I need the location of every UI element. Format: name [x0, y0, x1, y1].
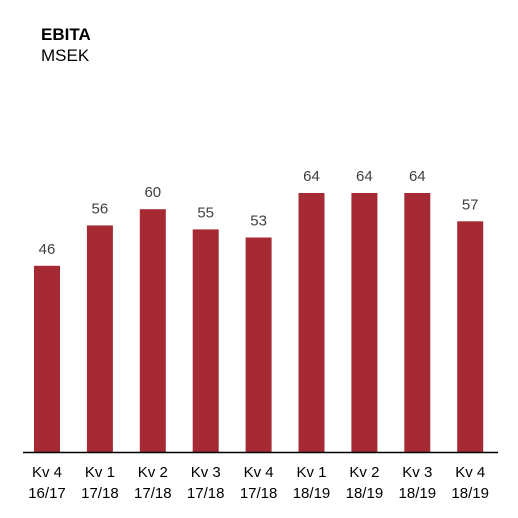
- data-label: 57: [462, 196, 479, 213]
- x-tick-label-quarter: Kv 2: [349, 464, 379, 481]
- x-tick-label-year: 17/18: [134, 485, 172, 502]
- x-tick-label-quarter: Kv 3: [191, 464, 221, 481]
- bar: [139, 209, 166, 452]
- x-tick-label-quarter: Kv 2: [138, 464, 168, 481]
- x-tick-label-quarter: Kv 4: [455, 464, 485, 481]
- x-tick-label-year: 17/18: [240, 485, 278, 502]
- data-label: 55: [197, 204, 214, 221]
- data-label: 64: [409, 168, 426, 185]
- bar: [192, 229, 219, 452]
- x-tick-label-year: 18/19: [346, 485, 384, 502]
- x-tick-label-quarter: Kv 1: [85, 464, 115, 481]
- data-label: 64: [303, 168, 320, 185]
- x-tick-label-year: 18/19: [451, 485, 489, 502]
- bar: [351, 193, 378, 452]
- x-tick-label-quarter: Kv 4: [244, 464, 274, 481]
- data-label: 53: [250, 213, 267, 230]
- bar: [86, 225, 113, 452]
- chart-subtitle: MSEK: [41, 46, 90, 65]
- x-tick-label-year: 17/18: [81, 485, 119, 502]
- bar: [298, 193, 325, 452]
- x-tick-label-quarter: Kv 3: [402, 464, 432, 481]
- x-tick-label-year: 18/19: [399, 485, 437, 502]
- data-label: 60: [144, 184, 161, 201]
- x-tick-label-quarter: Kv 4: [32, 464, 62, 481]
- x-tick-label-quarter: Kv 1: [296, 464, 326, 481]
- x-tick-label-year: 18/19: [293, 485, 331, 502]
- bar: [34, 265, 60, 452]
- x-tick-label-year: 17/18: [187, 485, 225, 502]
- data-label: 46: [39, 241, 56, 258]
- data-label: 56: [92, 200, 109, 217]
- bar: [457, 221, 484, 452]
- x-tick-label-year: 16/17: [28, 485, 66, 502]
- data-label: 64: [356, 168, 373, 185]
- bar: [245, 237, 272, 452]
- chart-title: EBITA: [41, 25, 91, 44]
- bar: [404, 193, 431, 452]
